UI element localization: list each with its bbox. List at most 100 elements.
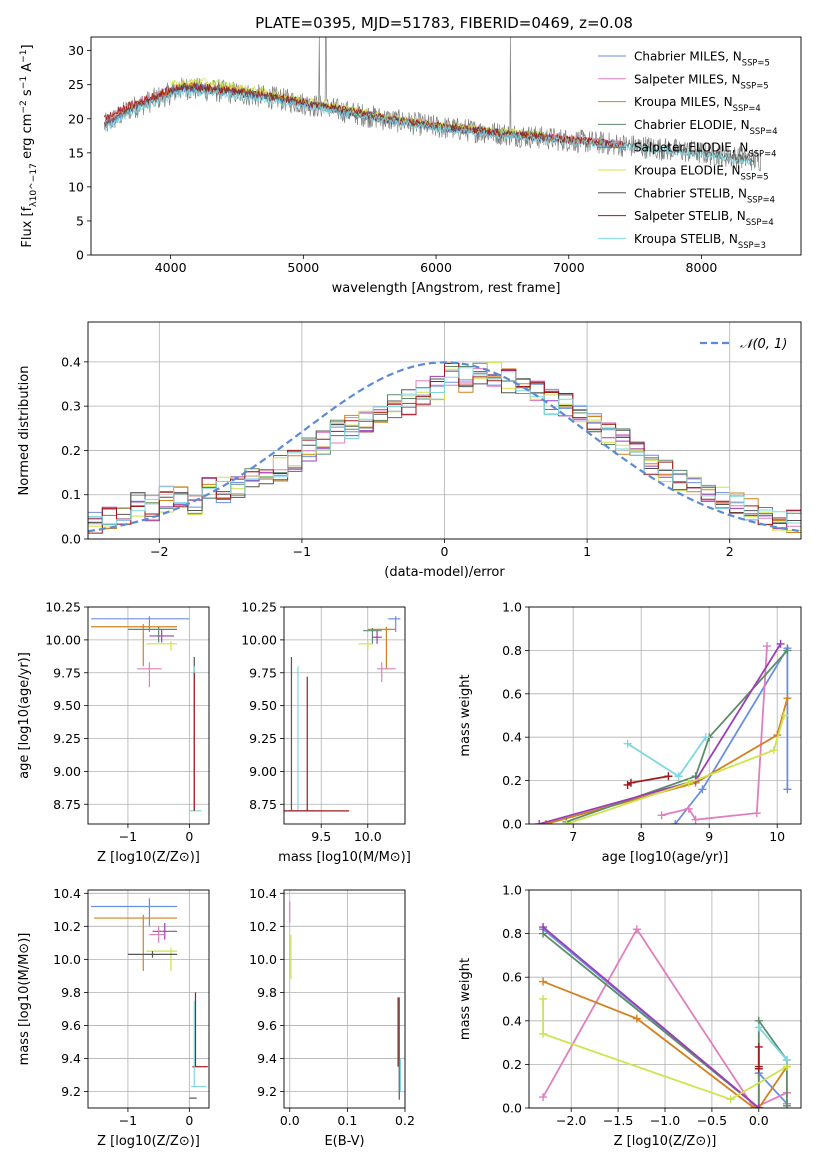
y-tick-label: 9.2 [61,1084,81,1099]
x-tick-label: 5000 [287,260,319,275]
spectrum-panel: 4000 5000 6000 7000 8000 0 5 10 15 20 25 30 waveleng… [19,36,802,296]
x-axis-label: mass [log10(M/M⊙)] [278,850,411,865]
figure-title: PLATE=0395, MJD=51783, FIBERID=0469, z=0… [255,14,633,32]
x-tick-label: 0.2 [395,1113,415,1128]
x-tick-label: 4000 [155,260,187,275]
x-tick-label: 1 [583,544,591,559]
legend-label: Salpeter MILES, NSSP=5 [634,72,769,90]
mass-weight-line [545,697,789,824]
errorbar-point [149,629,174,643]
y-tick-label: 9.6 [61,1018,81,1033]
plus-marker [671,820,680,824]
errorbar-point [363,628,382,644]
mass-weight-line [542,999,788,1101]
x-axis-label: age [log10(age/yr)] [602,850,729,865]
y-tick-label: 0.0 [502,1101,522,1116]
x-tick-label: 7000 [553,260,585,275]
plot-area [91,616,202,812]
plus-marker [776,639,785,648]
y-tick-label: 0.1 [61,487,81,502]
plus-marker [754,1023,763,1032]
y-tick-label: 10.0 [53,952,81,967]
grid-lines [88,890,209,1108]
y-tick-label: 10.4 [53,886,81,901]
x-tick-label: 2 [726,544,734,559]
y-tick-label: 0.4 [502,730,522,745]
errorbar-point [146,641,178,651]
y-tick-label: 9.4 [61,1051,81,1066]
errorbar-point [127,951,178,958]
plot-area [539,923,791,1108]
plus-marker [782,1056,791,1065]
x-tick-label: 6000 [420,260,452,275]
plus-marker [754,1042,763,1051]
x-tick-label: 10 [769,829,785,844]
errorbar-point [149,926,165,943]
plus-marker [684,778,693,787]
mass-weight-line [661,646,768,821]
plot-area [289,901,401,1100]
spectrum-legend: Chabrier MILES, NSSP=5 Salpeter MILES, NS… [598,50,778,250]
mass-weight-line [542,926,760,1108]
errorbar-point [377,662,396,682]
grid-lines [284,890,406,1108]
plus-marker [769,746,778,755]
x-tick-label: 8 [637,829,645,844]
x-tick-label: 8000 [686,260,718,275]
plus-marker [782,1101,791,1108]
plus-marker [657,811,666,820]
y-axis-label: mass [log10(M/M⊙)] [17,933,32,1066]
residuals-legend: 𝒩(0, 1) [700,337,787,352]
axis-ticks: −2 −1 0 1 2 0.0 0.1 0.2 0.3 0.4 [61,354,734,559]
x-tick-label: 0.1 [337,1113,357,1128]
y-tick-label: 9.25 [53,731,81,746]
x-tick-label: −1.5 [603,1113,633,1128]
plus-marker [539,923,548,932]
y-tick-label: 9.8 [61,985,81,1000]
y-tick-label: 0.0 [502,817,522,832]
axes-frame [90,36,802,256]
x-axis-label: Z [log10(Z/Z⊙)] [614,1134,717,1149]
errorbar-point [137,662,162,688]
errorbar-point [127,626,178,643]
x-tick-label: 9 [705,829,713,844]
x-tick-label: 0.0 [280,1113,300,1128]
observed-spectrum [103,37,762,172]
y-tick-label: 9.50 [249,698,277,713]
y-tick-label: 10.4 [249,886,277,901]
y-tick-label: 0.6 [502,970,522,985]
mass-weight-line [566,649,789,823]
x-tick-label: −1 [119,829,137,844]
plus-marker [632,925,641,934]
x-tick-label: 10.0 [354,829,382,844]
axis-ticks: 4000 5000 6000 7000 8000 0 5 10 15 20 25 30 [68,43,717,275]
x-tick-label: −0.5 [697,1113,727,1128]
plot-area [91,898,208,1099]
x-axis-label: (data-model)/error [384,565,505,580]
y-tick-label: 0.2 [61,443,81,458]
y-tick-label: 9.6 [257,1018,277,1033]
mass-weight-line [758,1026,788,1061]
plus-marker [691,815,700,824]
plus-marker [562,820,571,824]
x-tick-label: 9.5 [311,829,331,844]
y-tick-label: 8.75 [249,797,277,812]
errorbar-point [372,630,382,644]
y-tick-label: 0.4 [61,354,81,369]
y-tick-label: 1.0 [502,600,522,615]
x-tick-label: −2.0 [556,1113,586,1128]
massweight-vs-age-panel: 7 8 9 10 0.0 0.2 0.4 0.6 0.8 1.0 age [log10(age/yr… [458,600,802,865]
errorbar-point [152,923,178,940]
y-tick-label: 10.2 [249,919,277,934]
plot-area [103,37,762,172]
normal-curve [88,361,801,533]
y-tick-label: 10.2 [53,919,81,934]
errorbar-point [91,898,178,927]
residuals-panel: −2 −1 0 1 2 0.0 0.1 0.2 0.3 0.4 (data-model)/error… [17,321,802,580]
plus-marker [674,772,683,781]
axes-frame [87,321,802,540]
y-axis-label: Normed distribution [17,366,32,496]
plus-marker [632,1014,641,1023]
axis-ticks: 9.5 10.0 8.75 9.00 9.25 9.50 9.75 10.00 10.25 [241,600,382,845]
plus-marker [664,772,673,781]
